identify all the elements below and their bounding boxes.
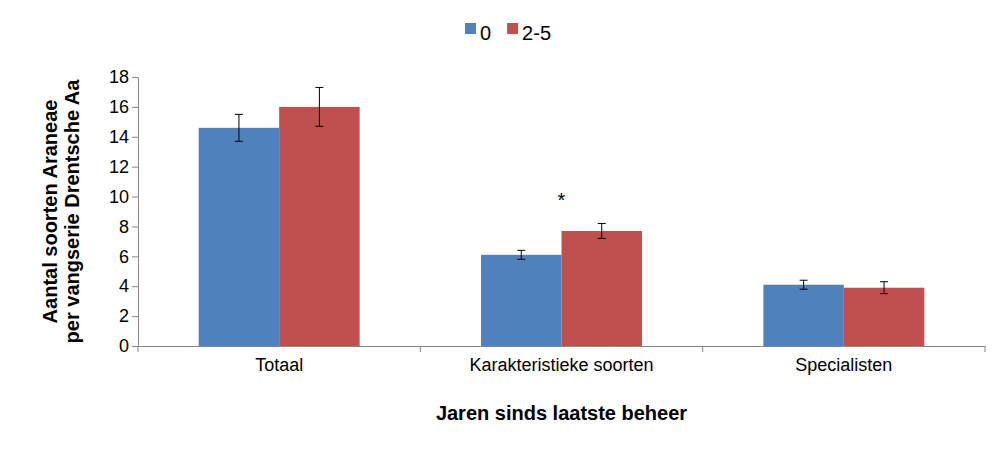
x-axis-title: Jaren sinds laatste beheer <box>436 402 687 424</box>
y-tick-mark <box>132 256 138 257</box>
bar <box>199 128 279 346</box>
bar <box>562 231 642 346</box>
annotation: * <box>558 189 566 211</box>
y-axis-title-line: per vangserie Drentsche Aa <box>61 79 83 344</box>
x-boundary-tick <box>702 346 703 352</box>
y-tick: 16 <box>109 97 138 117</box>
y-tick-mark <box>132 77 138 78</box>
y-tick-mark <box>132 346 138 347</box>
y-axis: 0 2 4 6 8 10 12 14 16 18 <box>109 67 139 356</box>
y-tick-label: 18 <box>109 67 129 87</box>
y-tick-mark <box>132 137 138 138</box>
y-tick-mark <box>132 316 138 317</box>
error-bar-line <box>800 280 808 289</box>
y-tick: 6 <box>119 247 138 267</box>
error-bar-line <box>880 282 888 294</box>
bar <box>279 107 359 346</box>
y-axis-title: Aantal soorten Araneaeper vangserie Dren… <box>39 79 83 344</box>
y-tick: 2 <box>119 306 138 326</box>
error-bar-line <box>517 250 525 259</box>
legend-item: 2-5 <box>507 22 551 44</box>
y-tick-label: 4 <box>119 276 129 296</box>
y-tick: 4 <box>119 276 138 296</box>
legend-label: 2-5 <box>522 22 551 44</box>
bar <box>763 285 843 346</box>
y-tick: 18 <box>109 67 138 87</box>
error-bar <box>517 250 525 259</box>
y-tick: 0 <box>119 336 138 356</box>
plot: 0 2 4 6 8 10 12 14 16 18 Totaal Karakteristieke soo… <box>109 67 986 374</box>
chart: 0 2 4 6 8 10 12 14 16 18 Totaal Karakteristieke soo… <box>0 0 1006 450</box>
x-tick-label: Totaal <box>255 355 303 375</box>
x-tick-label: Karakteristieke soorten <box>469 355 653 375</box>
legend: 0 2-5 <box>465 22 551 44</box>
x-tick: Specialisten <box>795 346 892 375</box>
bar <box>844 288 924 346</box>
legend-swatch <box>507 23 518 34</box>
x-tick: Karakteristieke soorten <box>469 346 653 375</box>
x-axis-line <box>139 346 986 347</box>
x-boundary-tick <box>420 346 421 352</box>
y-tick: 14 <box>109 127 138 147</box>
error-bar <box>235 114 243 141</box>
y-tick: 10 <box>109 187 138 207</box>
y-tick-label: 14 <box>109 127 129 147</box>
error-bar <box>800 280 808 289</box>
x-axis: Totaal Karakteristieke soorten Specialiste… <box>138 346 986 375</box>
legend-label: 0 <box>480 22 491 44</box>
legend-item: 0 <box>465 22 491 44</box>
error-bar <box>880 282 888 294</box>
bar <box>481 255 561 346</box>
y-tick: 8 <box>119 217 138 237</box>
y-tick-mark <box>132 197 138 198</box>
y-axis-line <box>132 78 139 347</box>
error-bar-line <box>235 114 243 141</box>
y-tick-label: 0 <box>119 336 129 356</box>
y-tick-label: 6 <box>119 247 129 267</box>
error-bar <box>598 223 606 238</box>
error-bar-line <box>315 87 323 126</box>
bars <box>199 87 925 346</box>
y-tick-mark <box>132 167 138 168</box>
y-tick-mark <box>132 286 138 287</box>
y-tick-label: 16 <box>109 97 129 117</box>
x-tick: Totaal <box>255 346 303 375</box>
y-tick-label: 10 <box>109 187 129 207</box>
y-tick-mark <box>132 226 138 227</box>
error-bar <box>315 87 323 126</box>
y-tick: 12 <box>109 157 138 177</box>
error-bar-line <box>598 223 606 238</box>
x-tick-label: Specialisten <box>795 355 892 375</box>
legend-swatch <box>465 23 476 34</box>
y-tick-label: 8 <box>119 217 129 237</box>
y-axis-title-line: Aantal soorten Araneae <box>39 100 61 324</box>
y-tick-label: 12 <box>109 157 129 177</box>
y-tick-mark <box>132 107 138 108</box>
x-boundary-tick <box>985 346 986 352</box>
y-tick-label: 2 <box>119 306 129 326</box>
x-boundary-tick <box>138 346 139 352</box>
